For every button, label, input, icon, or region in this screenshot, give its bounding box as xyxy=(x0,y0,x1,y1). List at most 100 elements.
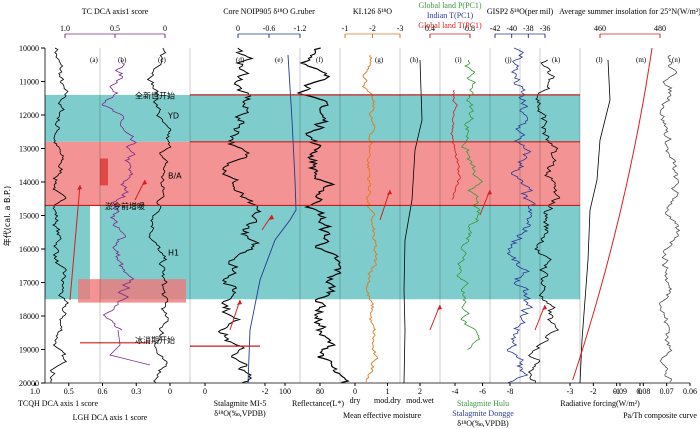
top-axis-title: Indian T(PC1) xyxy=(427,11,474,20)
top-axis-title: KI.126 δ¹⁸O xyxy=(353,7,392,16)
curve-g xyxy=(361,54,379,383)
top-axis-title: TC DCA axis1 score xyxy=(82,7,149,16)
arrow-0 xyxy=(69,184,81,301)
bottom-axis-title: Stalagmite MI-5 xyxy=(214,399,267,408)
y-tick-label: 18000 xyxy=(19,312,39,321)
bottom-tick-label: -6 xyxy=(479,387,486,396)
y-tick-label: 13000 xyxy=(19,145,39,154)
arrow-4 xyxy=(379,189,391,221)
event-annotation: B/A xyxy=(168,172,182,181)
band-pink xyxy=(78,279,186,303)
arrow-head-2 xyxy=(237,300,242,305)
panel-letter: (f) xyxy=(316,56,324,64)
event-annotation: H1 xyxy=(168,249,179,258)
moisture-level-label: mod.dry xyxy=(374,396,401,405)
panel-letter: (j) xyxy=(505,56,512,64)
moisture-level-label: mod.wet xyxy=(406,396,435,405)
bottom-axis-title: Stalagmite Dongge xyxy=(452,409,514,418)
moisture-level-label: dry xyxy=(350,396,361,405)
panel-letter: (e) xyxy=(275,56,283,64)
panel-letter: (i) xyxy=(455,56,462,64)
bottom-tick-label: 1 xyxy=(386,387,390,396)
bottom-tick-label: 0.09 xyxy=(613,387,627,396)
y-tick-label: 15000 xyxy=(19,212,39,221)
top-tick-label: 480 xyxy=(654,24,666,33)
band-teal xyxy=(340,205,580,300)
bottom-axis-title: LGH DCA axis 1 score xyxy=(73,413,148,422)
arrow-head-4 xyxy=(387,190,392,195)
y-tick-label: 16000 xyxy=(19,245,39,254)
y-tick-label: 12000 xyxy=(19,111,39,120)
bottom-tick-label: 0.07 xyxy=(660,387,674,396)
top-tick-label: -1 xyxy=(342,24,349,33)
bottom-tick-label: -3 xyxy=(567,387,574,396)
y-tick-label: 14000 xyxy=(19,178,39,187)
bottom-tick-label: -1 xyxy=(613,387,620,396)
curve-b-tail xyxy=(109,329,151,366)
top-axis-title: Global land P(PC1) xyxy=(418,1,481,10)
top-axis-title: Core NOIP905 δ¹⁸O G.ruber xyxy=(223,7,315,16)
top-tick-label: 0 xyxy=(236,24,240,33)
top-tick-label: -1.2 xyxy=(294,24,307,33)
curve-l xyxy=(579,59,611,384)
event-annotation: YD xyxy=(167,111,179,120)
curve-c xyxy=(146,47,172,383)
bottom-tick-label: 0 xyxy=(203,387,207,396)
bottom-tick-label: 0.3 xyxy=(131,387,141,396)
curve-e xyxy=(247,54,297,384)
curve-d xyxy=(217,47,262,383)
curve-m xyxy=(572,47,653,381)
top-axis-title: Global land T(PC1) xyxy=(418,21,482,30)
bottom-axis-title: Mean effective moisture xyxy=(343,411,421,420)
top-tick-label: -2 xyxy=(369,24,376,33)
panel-letter: (k) xyxy=(552,56,561,64)
top-tick-label: 1.0 xyxy=(60,24,70,33)
top-tick-label: 0.4 xyxy=(425,24,435,33)
bottom-tick-label: 0.6 xyxy=(98,387,108,396)
top-tick-label: -42 xyxy=(490,24,501,33)
panel-letter: (g) xyxy=(375,56,384,64)
curve-i-red xyxy=(450,89,461,200)
top-axis-title: GISP2 δ¹⁸O(per mil) xyxy=(487,7,554,16)
arrow-head-0 xyxy=(77,185,82,190)
top-axis-title: Average summer insolation for 25°N(W/m²) xyxy=(559,7,700,16)
top-tick-label: 460 xyxy=(594,24,606,33)
curve-b xyxy=(101,59,137,331)
arrow-head-7 xyxy=(542,305,547,310)
panel-letter: (a) xyxy=(90,56,98,64)
band-pink xyxy=(45,141,580,206)
arrow-2 xyxy=(229,299,241,331)
bottom-tick-label: -8 xyxy=(507,387,514,396)
bottom-tick-label: 0 xyxy=(168,387,172,396)
panel-letter: (b) xyxy=(118,56,127,64)
bottom-axis-title: Stalagmite Hulu xyxy=(457,399,509,408)
panel-letter: (n) xyxy=(672,56,681,64)
bottom-tick-label: 80 xyxy=(316,387,324,396)
y-tick-label: 11000 xyxy=(19,78,39,87)
curve-f xyxy=(296,47,350,384)
bottom-tick-label: 1.0 xyxy=(30,387,40,396)
event-annotation: 全新世开始 xyxy=(135,90,175,100)
climate-event-bands xyxy=(45,94,580,303)
y-tick-label: 17000 xyxy=(19,279,39,288)
panel-letter: (m) xyxy=(636,56,647,64)
panel-letter: (h) xyxy=(410,56,419,64)
curve-a xyxy=(49,47,69,383)
bottom-tick-label: 2 xyxy=(418,387,422,396)
bottom-axis-title: TCQH DCA axis 1 score xyxy=(18,399,98,408)
band-teal xyxy=(45,94,580,142)
panel-letter: (l) xyxy=(596,56,603,64)
top-tick-label: 0.8 xyxy=(465,24,475,33)
bottom-tick-label: -2 xyxy=(590,387,597,396)
top-tick-label: -36 xyxy=(540,24,551,33)
y-tick-label: 19000 xyxy=(19,346,39,355)
arrow-head-6 xyxy=(487,190,492,195)
bottom-tick-label: 0 xyxy=(353,387,357,396)
curve-j xyxy=(506,47,536,383)
y-tick-label: 10000 xyxy=(19,44,39,53)
bottom-tick-label: 0.5 xyxy=(64,387,74,396)
top-tick-label: 0.5 xyxy=(110,24,120,33)
bottom-axis-title: δ¹⁸O(‰,VPDB) xyxy=(214,409,266,418)
